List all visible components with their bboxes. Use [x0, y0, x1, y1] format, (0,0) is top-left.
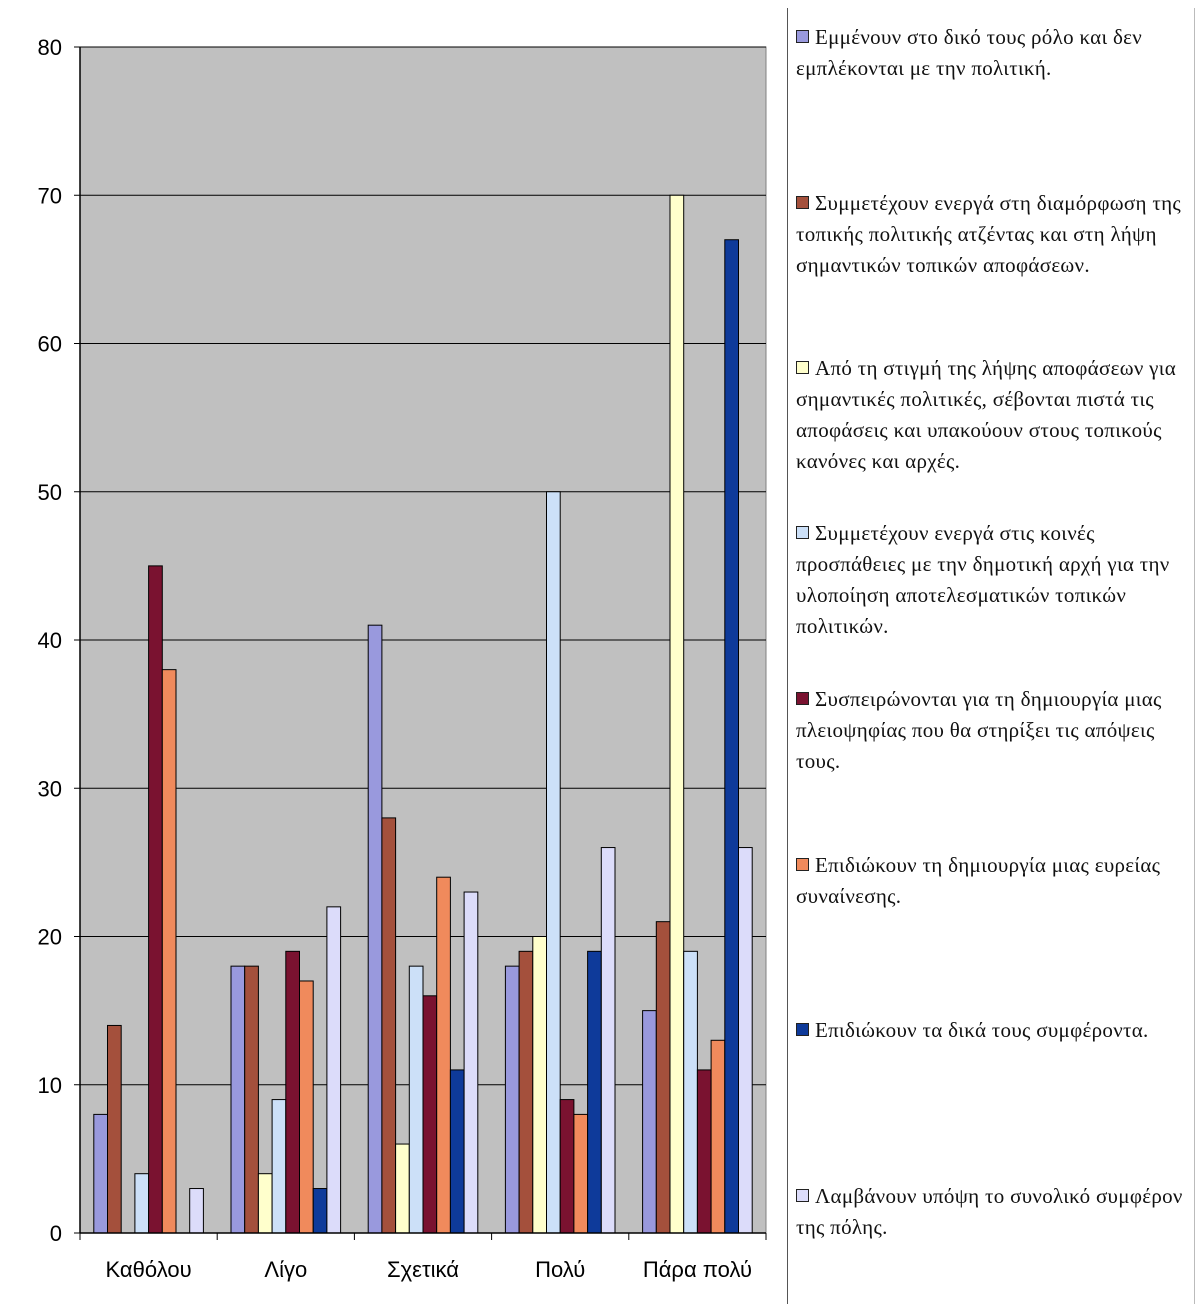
bar — [326, 906, 342, 1234]
bar — [504, 965, 520, 1234]
legend-item: Λαμβάνουν υπόψη το συνολικό συμφέρον της… — [796, 1181, 1188, 1243]
x-category-label: Πολύ — [535, 1257, 585, 1282]
legend: Εμμένουν στο δικό τους ρόλο και δεν εμπλ… — [787, 8, 1195, 1304]
legend-label: Συμμετέχουν ενεργά στις κοινές προσπάθει… — [796, 521, 1170, 638]
legend-label: Λαμβάνουν υπόψη το συνολικό συμφέρον της… — [796, 1184, 1183, 1239]
bar — [230, 965, 246, 1234]
bar — [395, 1143, 410, 1234]
axes — [74, 46, 767, 1240]
bar — [299, 980, 314, 1234]
bar — [161, 669, 177, 1234]
y-tick-label: 40 — [38, 628, 62, 653]
legend-swatch — [796, 1023, 809, 1036]
bar — [532, 936, 547, 1234]
bar — [449, 1069, 465, 1234]
legend-item: Συμμετέχουν ενεργά στις κοινές προσπάθει… — [796, 518, 1188, 642]
bar — [669, 194, 685, 1234]
legend-swatch — [796, 196, 809, 209]
bar — [189, 1188, 204, 1234]
bar-chart: 0 10 20 30 40 50 60 70 80 Καθόλου Λίγο Σχετικά Πολύ… — [38, 35, 767, 1282]
legend-item: Συμμετέχουν ενεργά στη διαμόρφωση της το… — [796, 188, 1188, 281]
legend-item: Επιδιώκουν τα δικά τους συμφέροντα. — [796, 1015, 1188, 1046]
bar — [244, 965, 259, 1234]
bar — [408, 965, 424, 1234]
bar — [381, 817, 397, 1234]
bar — [710, 1039, 726, 1234]
legend-swatch — [796, 30, 809, 43]
y-tick-label: 80 — [38, 35, 62, 60]
legend-swatch — [796, 858, 809, 871]
legend-label: Εμμένουν στο δικό τους ρόλο και δεν εμπλ… — [796, 25, 1143, 80]
bar — [573, 1113, 589, 1234]
x-category-label: Λίγο — [264, 1257, 307, 1282]
legend-swatch — [796, 361, 809, 374]
bar — [463, 891, 479, 1234]
bar — [683, 950, 698, 1234]
bar — [587, 950, 602, 1234]
legend-item: Επιδιώκουν τη δημιουργία μιας ευρείας συ… — [796, 850, 1188, 912]
legend-label: Επιδιώκουν τη δημιουργία μιας ευρείας συ… — [796, 853, 1161, 908]
bar — [148, 565, 163, 1234]
y-tick-label: 30 — [38, 776, 62, 801]
legend-label: Συμμετέχουν ενεργά στη διαμόρφωση της το… — [796, 191, 1181, 277]
bar — [600, 847, 616, 1234]
legend-label: Από τη στιγμή της λήψης αποφάσεων για ση… — [796, 356, 1176, 473]
bar — [724, 239, 739, 1234]
legend-item: Συσπειρώνονται για τη δημιουργία μιας πλ… — [796, 684, 1188, 777]
bar — [422, 995, 438, 1234]
legend-swatch — [796, 526, 809, 539]
bar — [696, 1069, 712, 1234]
bar — [134, 1173, 150, 1234]
bar — [367, 624, 383, 1234]
x-category-labels: Καθόλου Λίγο Σχετικά Πολύ Πάρα πολύ — [106, 1257, 752, 1282]
bar — [546, 491, 561, 1234]
legend-label: Επιδιώκουν τα δικά τους συμφέροντα. — [815, 1018, 1149, 1042]
bar — [559, 1099, 575, 1234]
bar — [271, 1099, 287, 1234]
bar — [436, 876, 451, 1234]
legend-swatch — [796, 692, 809, 705]
bar — [642, 1010, 657, 1234]
y-tick-labels: 0 10 20 30 40 50 60 70 80 — [38, 35, 62, 1246]
legend-label: Συσπειρώνονται για τη δημιουργία μιας πλ… — [796, 687, 1162, 773]
bar — [107, 1024, 122, 1234]
y-tick-label: 0 — [50, 1221, 62, 1246]
legend-item: Από τη στιγμή της λήψης αποφάσεων για ση… — [796, 353, 1188, 477]
x-category-label: Πάρα πολύ — [643, 1257, 752, 1282]
bar — [312, 1188, 328, 1234]
bar — [257, 1173, 273, 1234]
y-tick-label: 50 — [38, 480, 62, 505]
legend-swatch — [796, 1189, 809, 1202]
y-tick-label: 70 — [38, 183, 62, 208]
x-category-label: Σχετικά — [387, 1257, 459, 1282]
bar — [518, 950, 534, 1234]
x-category-label: Καθόλου — [106, 1257, 192, 1282]
y-tick-label: 10 — [38, 1073, 62, 1098]
y-tick-label: 20 — [38, 925, 62, 950]
bar — [738, 847, 753, 1234]
bar — [285, 950, 300, 1234]
legend-item: Εμμένουν στο δικό τους ρόλο και δεν εμπλ… — [796, 22, 1188, 84]
y-tick-label: 60 — [38, 332, 62, 357]
bar — [655, 921, 671, 1234]
bar — [93, 1113, 109, 1234]
